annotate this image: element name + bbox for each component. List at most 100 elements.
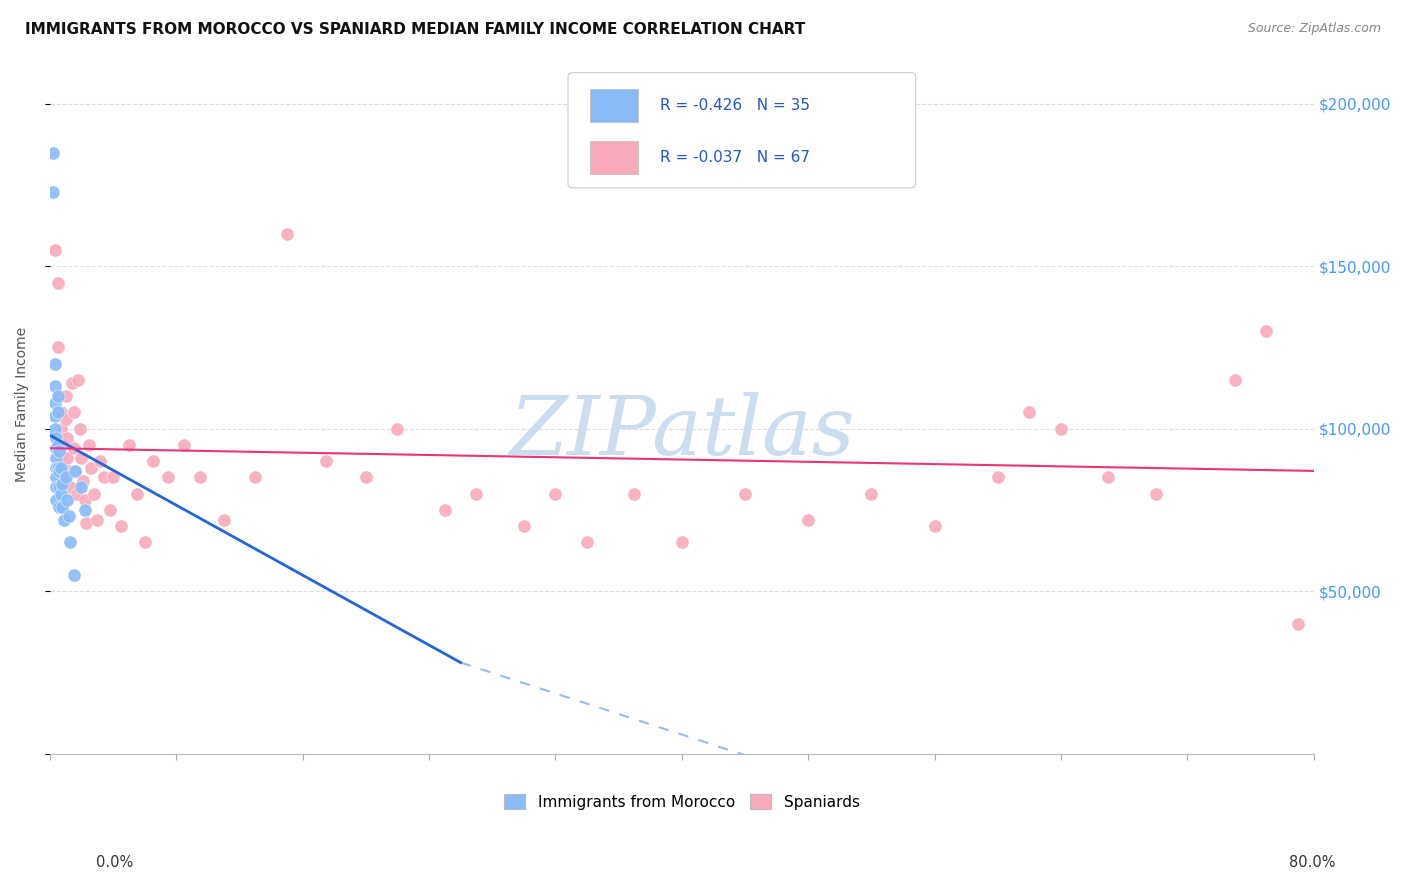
Point: [575, 535, 598, 549]
Point: [1144, 486, 1167, 500]
Point: [48, 444, 70, 458]
Point: [83, 486, 105, 500]
FancyBboxPatch shape: [568, 72, 915, 188]
Point: [53, 470, 76, 484]
Point: [1097, 470, 1119, 484]
Point: [98, 503, 121, 517]
Point: [245, 470, 267, 484]
Point: [44, 357, 66, 371]
Point: [51, 500, 73, 514]
Point: [101, 470, 124, 484]
Point: [276, 227, 298, 241]
Point: [62, 441, 84, 455]
Point: [860, 486, 883, 500]
Text: R = -0.426   N = 35: R = -0.426 N = 35: [661, 98, 810, 113]
Point: [141, 454, 163, 468]
Text: R = -0.037   N = 67: R = -0.037 N = 67: [661, 150, 810, 165]
Point: [69, 422, 91, 436]
Point: [67, 373, 90, 387]
Point: [48, 500, 70, 514]
Point: [42, 185, 65, 199]
Point: [1223, 373, 1246, 387]
Point: [51, 454, 73, 468]
Point: [315, 454, 337, 468]
Point: [797, 513, 820, 527]
Text: 80.0%: 80.0%: [1289, 855, 1336, 870]
Point: [45, 480, 67, 494]
Point: [45, 432, 67, 446]
Point: [73, 493, 96, 508]
Point: [73, 503, 96, 517]
Point: [93, 470, 115, 484]
Point: [433, 503, 456, 517]
Point: [48, 389, 70, 403]
Point: [72, 474, 94, 488]
Point: [56, 432, 79, 446]
Point: [46, 460, 69, 475]
Point: [59, 535, 82, 549]
Point: [49, 486, 72, 500]
Point: [157, 470, 180, 484]
Legend: Immigrants from Morocco, Spaniards: Immigrants from Morocco, Spaniards: [498, 788, 866, 815]
Text: 0.0%: 0.0%: [96, 855, 132, 870]
Point: [86, 513, 108, 527]
Point: [51, 476, 73, 491]
Point: [387, 422, 409, 436]
Text: IMMIGRANTS FROM MOROCCO VS SPANIARD MEDIAN FAMILY INCOME CORRELATION CHART: IMMIGRANTS FROM MOROCCO VS SPANIARD MEDI…: [25, 22, 806, 37]
Point: [56, 493, 79, 508]
Point: [1018, 405, 1040, 419]
Point: [60, 376, 83, 391]
Point: [671, 535, 693, 549]
Point: [45, 441, 67, 455]
Point: [46, 438, 69, 452]
Y-axis label: Median Family Income: Median Family Income: [15, 326, 30, 482]
Point: [924, 519, 946, 533]
Point: [45, 450, 67, 465]
Point: [173, 438, 195, 452]
Point: [79, 438, 101, 452]
Point: [734, 486, 756, 500]
Point: [44, 243, 66, 257]
Point: [80, 460, 103, 475]
Point: [62, 567, 84, 582]
Point: [55, 470, 77, 484]
Point: [44, 409, 66, 423]
Point: [49, 422, 72, 436]
Point: [45, 493, 67, 508]
Point: [623, 486, 645, 500]
Point: [70, 450, 93, 465]
Point: [45, 460, 67, 475]
Text: ZIPatlas: ZIPatlas: [509, 392, 855, 472]
Point: [55, 389, 77, 403]
Point: [53, 513, 76, 527]
Point: [63, 464, 86, 478]
Point: [44, 422, 66, 436]
Text: Source: ZipAtlas.com: Source: ZipAtlas.com: [1247, 22, 1381, 36]
Point: [125, 486, 148, 500]
Point: [465, 486, 488, 500]
Point: [48, 464, 70, 478]
Point: [42, 145, 65, 160]
Point: [46, 389, 69, 403]
Point: [56, 450, 79, 465]
Point: [354, 470, 377, 484]
Point: [46, 405, 69, 419]
FancyBboxPatch shape: [589, 89, 637, 121]
Point: [49, 405, 72, 419]
Point: [89, 454, 111, 468]
Point: [1050, 422, 1073, 436]
Point: [63, 464, 86, 478]
Point: [1286, 616, 1309, 631]
Point: [544, 486, 567, 500]
Point: [55, 412, 77, 426]
Point: [188, 470, 211, 484]
Point: [62, 405, 84, 419]
Point: [212, 513, 235, 527]
Point: [46, 341, 69, 355]
Point: [110, 519, 132, 533]
Point: [987, 470, 1010, 484]
Point: [66, 486, 89, 500]
Point: [44, 379, 66, 393]
Point: [51, 438, 73, 452]
Point: [45, 470, 67, 484]
